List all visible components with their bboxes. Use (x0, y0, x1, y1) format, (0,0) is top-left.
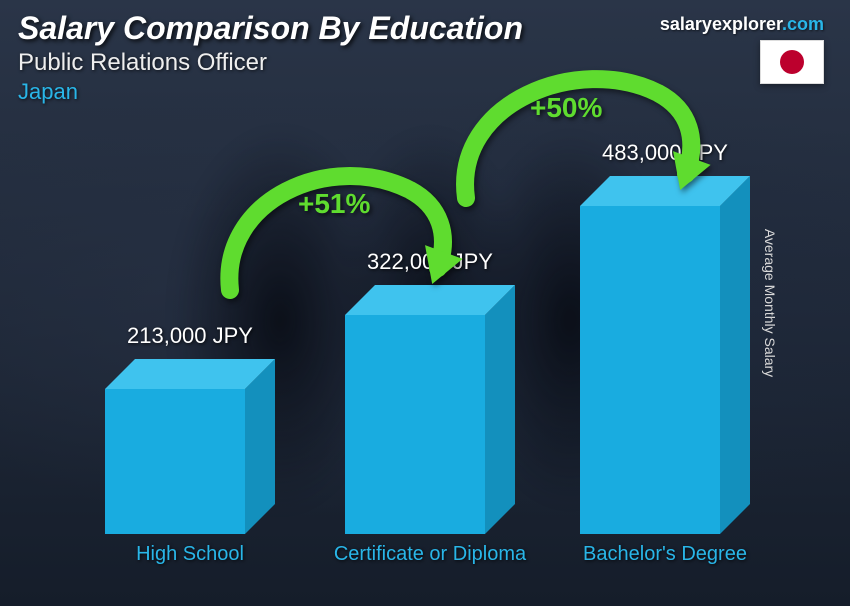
increase-percent-label: +50% (530, 92, 602, 124)
bar-group: 322,000 JPYCertificate or Diploma (345, 315, 515, 534)
bar-chart: 213,000 JPYHigh School 322,000 JPYCertifi… (60, 150, 780, 534)
increase-percent-label: +51% (298, 188, 370, 220)
bar-category-label: Certificate or Diploma (320, 542, 540, 567)
increase-arrow (210, 140, 470, 320)
bar-value-label: 213,000 JPY (90, 323, 290, 349)
flag-circle-icon (780, 50, 804, 74)
arrow-icon (448, 48, 718, 228)
flag-japan (760, 40, 824, 84)
watermark-brand: salaryexplorer (660, 14, 782, 34)
bar-front (345, 315, 485, 534)
watermark: salaryexplorer.com (660, 14, 824, 35)
watermark-suffix: .com (782, 14, 824, 34)
bar-group: 213,000 JPYHigh School (105, 389, 275, 534)
bar-category-label: High School (80, 542, 300, 567)
bar-side (485, 285, 515, 534)
bar (105, 389, 275, 534)
bar-side (720, 176, 750, 534)
bar (345, 315, 515, 534)
arrow-icon (210, 140, 470, 320)
bar-category-label: Bachelor's Degree (555, 542, 775, 567)
bar-front (105, 389, 245, 534)
bar-front (580, 206, 720, 534)
bar-group: 483,000 JPYBachelor's Degree (580, 206, 750, 534)
increase-arrow (448, 48, 718, 228)
bar-side (245, 359, 275, 534)
bar (580, 206, 750, 534)
